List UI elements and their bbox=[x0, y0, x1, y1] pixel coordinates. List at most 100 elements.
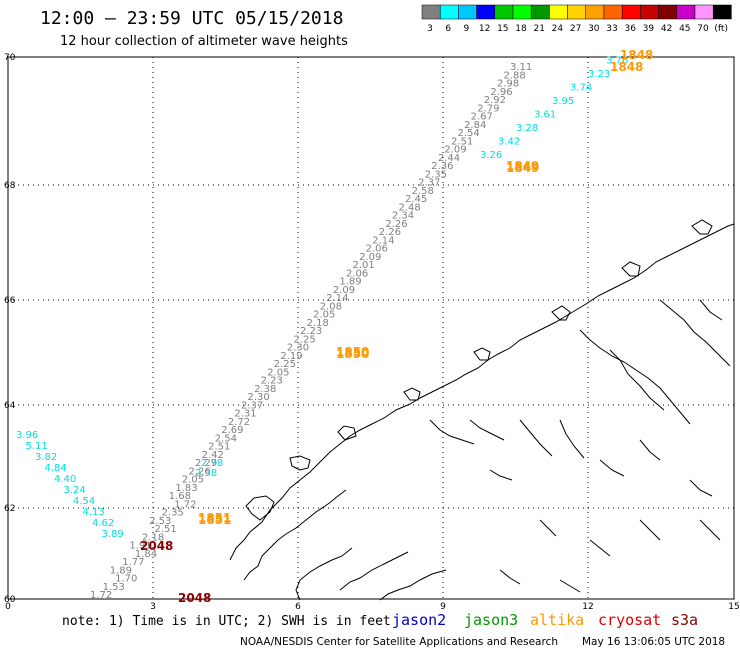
swh-value: 2.23 bbox=[300, 326, 322, 337]
swh-value: 3.23 bbox=[588, 69, 610, 80]
swh-value: 2.98 bbox=[497, 79, 519, 90]
colorbar-label: 70 bbox=[697, 24, 709, 34]
swh-value: 2.25 bbox=[293, 334, 315, 345]
swh-value: 3.61 bbox=[534, 110, 556, 121]
colorbar-swatch bbox=[439, 4, 459, 20]
latitude-label: 62 bbox=[4, 504, 15, 514]
swh-value: 1.91 bbox=[129, 541, 151, 552]
swh-value: 2.06 bbox=[366, 244, 388, 255]
swh-value: 2.79 bbox=[477, 103, 499, 114]
swh-value: 1.53 bbox=[103, 582, 125, 593]
swh-value: 1.89 bbox=[339, 277, 361, 288]
swh-value: 2.05 bbox=[182, 475, 204, 486]
swh-value: 4.40 bbox=[54, 474, 76, 485]
latitude-label: 68 bbox=[4, 181, 16, 191]
swh-value: 2.37 bbox=[241, 400, 263, 411]
swh-value: 2.45 bbox=[405, 194, 427, 205]
swh-value: 1.70 bbox=[115, 574, 137, 585]
swh-value: 2.18 bbox=[307, 318, 329, 329]
pass-time-label: 1849 bbox=[506, 161, 539, 175]
longitude-label: 15 bbox=[728, 602, 739, 612]
satellite-legend: jason2 jason3 altika cryosat s3a bbox=[392, 611, 698, 629]
swh-value: 2.14 bbox=[326, 293, 348, 304]
swh-value: 2.51 bbox=[155, 524, 177, 535]
swh-value: 3.74 bbox=[570, 83, 592, 94]
swh-value: 2.34 bbox=[392, 211, 414, 222]
pass-time-label: 1848 bbox=[620, 48, 653, 62]
swh-value: 1.72 bbox=[90, 590, 112, 601]
swh-value: 2.54 bbox=[458, 128, 480, 139]
swh-value: 2.26 bbox=[379, 227, 401, 238]
colorbar-swatch bbox=[585, 4, 605, 20]
swh-value: 1.68 bbox=[169, 491, 191, 502]
swh-value: 2.35 bbox=[425, 169, 447, 180]
swh-value: 2.31 bbox=[234, 409, 256, 420]
coastline bbox=[229, 219, 735, 601]
longitude-label: 9 bbox=[440, 602, 446, 612]
longitude-label: 3 bbox=[150, 602, 156, 612]
satellite-tracks: 1.721.531.701.891.771.841.912.182.512.53… bbox=[16, 56, 628, 602]
swh-value: 1.72 bbox=[174, 499, 196, 510]
legend-jason2: jason2 bbox=[392, 611, 446, 629]
colorbar-swatch bbox=[694, 4, 714, 20]
swh-value: 2.36 bbox=[431, 161, 453, 172]
longitude-label: 12 bbox=[582, 602, 593, 612]
colorbar-label: 27 bbox=[570, 24, 581, 34]
colorbar-swatch bbox=[567, 4, 587, 20]
legend-cryosat: cryosat bbox=[598, 611, 661, 629]
swh-value: 2.23 bbox=[261, 376, 283, 387]
timestamp-text: May 16 13:06:05 UTC 2018 bbox=[582, 636, 725, 648]
swh-value: 2.54 bbox=[215, 433, 237, 444]
swh-value: 2.30 bbox=[248, 392, 270, 403]
latitude-label: 60 bbox=[4, 595, 16, 605]
swh-value: 2.51 bbox=[451, 136, 473, 147]
pass-time-label: 1851 bbox=[198, 511, 231, 525]
swh-value: 2.37 bbox=[418, 178, 440, 189]
swh-value: 5.11 bbox=[26, 441, 48, 452]
latitude-label: 64 bbox=[4, 401, 16, 411]
swh-value: 3.95 bbox=[552, 96, 574, 107]
swh-value: 1.83 bbox=[175, 483, 197, 494]
swh-value: 3.82 bbox=[35, 452, 57, 463]
swh-value: 2.05 bbox=[267, 367, 289, 378]
colorbar-swatch bbox=[676, 4, 696, 20]
longitude-label: 6 bbox=[295, 602, 301, 612]
swh-value: 1.89 bbox=[110, 565, 132, 576]
lat-lon-grid bbox=[8, 57, 734, 599]
legend-jason3: jason3 bbox=[464, 611, 518, 629]
map-frame bbox=[7, 56, 735, 600]
swh-value: 2.18 bbox=[142, 532, 164, 543]
swh-value: 2.38 bbox=[195, 468, 217, 479]
swh-value: 2.72 bbox=[228, 417, 250, 428]
pass-time-label: 1850 bbox=[336, 345, 369, 359]
colorbar-label: 30 bbox=[588, 24, 600, 34]
swh-value: 2.78 bbox=[201, 458, 223, 469]
swh-value: 3.24 bbox=[64, 485, 86, 496]
colorbar-swatch bbox=[421, 4, 441, 20]
latitude-labels: 70 68 66 64 62 60 bbox=[4, 53, 16, 605]
latitude-label: 66 bbox=[4, 296, 16, 306]
swh-value: 2.88 bbox=[503, 70, 525, 81]
colorbar-label: 3 bbox=[427, 24, 433, 34]
colorbar-label: 9 bbox=[464, 24, 470, 34]
swh-value: 2.35 bbox=[162, 508, 184, 519]
swh-value: 2.08 bbox=[320, 301, 342, 312]
colorbar-label: 36 bbox=[624, 24, 636, 34]
colorbar-swatch bbox=[640, 4, 659, 20]
longitude-label: 0 bbox=[5, 602, 11, 612]
colorbar-swatch bbox=[549, 4, 568, 20]
colorbar-label: 45 bbox=[679, 24, 690, 34]
colorbar-swatch bbox=[658, 4, 678, 20]
colorbar-swatch bbox=[476, 4, 496, 20]
pass-time-label: 2048 bbox=[140, 539, 173, 553]
swh-value: 2.92 bbox=[484, 95, 506, 106]
legend-altika: altika bbox=[530, 611, 584, 629]
swh-value: 3.89 bbox=[102, 529, 124, 540]
latitude-label: 70 bbox=[4, 53, 16, 63]
swh-value: 4.13 bbox=[83, 507, 105, 518]
swh-value: 3.76 bbox=[606, 56, 628, 67]
swh-value: 2.14 bbox=[372, 235, 394, 246]
colorbar-label: 15 bbox=[497, 24, 508, 34]
swh-value: 2.44 bbox=[438, 153, 460, 164]
